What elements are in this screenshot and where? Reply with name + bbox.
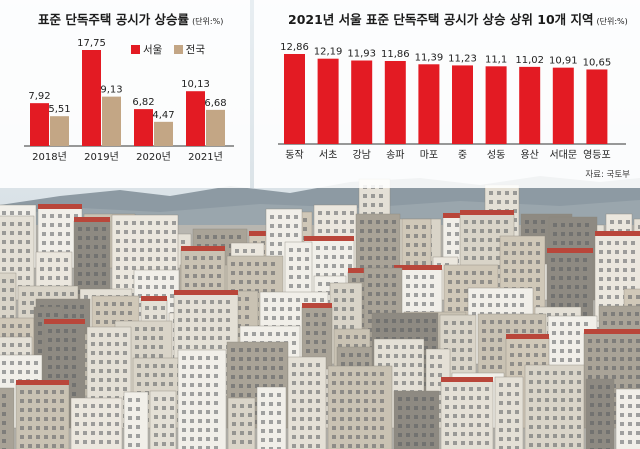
district-value-label-5: 11,23 [448, 53, 477, 64]
legend-swatch-national [173, 45, 183, 54]
bar-district-7 [519, 66, 541, 144]
district-value-label-3: 11,86 [381, 49, 410, 60]
legend-label-seoul: 서울 [143, 44, 163, 56]
right-chart-panel: 2021년 서울 표준 단독주택 공시가 상승 상위 10개 지역 (단위:%) … [254, 0, 640, 188]
district-label-9: 영등포 [583, 149, 611, 161]
bar-seoul-2 [134, 109, 153, 146]
district-label-1: 서초 [319, 149, 337, 161]
left-chart-legend: 서울 전국 [131, 42, 213, 57]
right-chart-title: 2021년 서울 표준 단독주택 공시가 상승 상위 10개 지역 (단위:%) [288, 9, 628, 28]
district-value-label-0: 12,86 [280, 42, 309, 53]
district-label-8: 서대문 [549, 149, 577, 161]
district-value-label-4: 11,39 [415, 52, 444, 63]
bar-district-8 [552, 67, 574, 144]
value-label-national-1: 9,13 [100, 85, 122, 96]
category-label-0: 2018년 [32, 151, 67, 163]
right-bar-chart: 12,86 동작 12,19 서초 11,93 강남 11,86 송파 11,39 마포 11,23… [278, 42, 626, 161]
value-label-seoul-0: 7,92 [28, 91, 50, 102]
district-value-label-9: 10,65 [583, 57, 612, 68]
category-label-2: 2020년 [136, 151, 171, 163]
bar-seoul-3 [186, 91, 205, 146]
district-label-2: 강남 [352, 149, 370, 161]
district-label-3: 송파 [386, 149, 404, 161]
category-label-3: 2021년 [188, 151, 223, 163]
bar-national-0 [50, 116, 69, 146]
building-cluster [0, 178, 640, 449]
district-label-5: 중 [458, 149, 467, 161]
left-chart-unit: (단위:%) [192, 17, 224, 26]
district-value-label-6: 11,1 [485, 54, 507, 65]
value-label-seoul-2: 6,82 [132, 97, 154, 108]
value-label-national-0: 5,51 [48, 104, 70, 115]
value-label-seoul-1: 17,75 [77, 38, 106, 49]
legend-swatch-seoul [131, 45, 140, 54]
left-chart-title-text: 표준 단독주택 공시가 상승률 [38, 12, 190, 27]
bar-district-6 [485, 66, 507, 144]
bar-national-1 [102, 96, 121, 146]
district-label-6: 성동 [487, 149, 505, 161]
value-label-seoul-3: 10,13 [181, 79, 210, 90]
bar-district-0 [284, 54, 305, 144]
value-label-national-3: 6,68 [204, 98, 226, 109]
bar-district-2 [351, 60, 373, 144]
district-label-0: 동작 [285, 149, 303, 161]
bar-district-5 [452, 65, 473, 144]
category-label-1: 2019년 [84, 151, 119, 163]
left-chart-panel: 표준 단독주택 공시가 상승률 (단위:%) 서울 전국 7,92 5,51 2018… [0, 0, 250, 188]
value-label-national-2: 4,47 [152, 110, 174, 121]
bar-district-4 [418, 64, 440, 144]
district-value-label-7: 11,02 [515, 55, 544, 66]
district-value-label-1: 12,19 [314, 47, 343, 58]
left-chart-title: 표준 단독주택 공시가 상승률 (단위:%) [38, 9, 223, 28]
bar-national-2 [154, 121, 173, 146]
legend-item-seoul: 서울 [131, 44, 162, 56]
left-bar-chart: 7,92 5,51 2018년 17,75 9,13 2019년 6,82 4,47 2020년… [24, 38, 234, 163]
bar-national-3 [206, 109, 225, 146]
right-chart-unit: (단위:%) [596, 17, 628, 26]
legend-item-national: 전국 [173, 44, 205, 56]
district-label-7: 용산 [520, 149, 538, 161]
source-note: 자료: 국토부 [585, 170, 630, 180]
bar-district-9 [586, 69, 608, 144]
district-value-label-8: 10,91 [549, 56, 578, 67]
bar-district-3 [384, 60, 406, 144]
bar-seoul-1 [82, 50, 101, 146]
bar-seoul-0 [30, 103, 49, 146]
right-chart-title-text: 2021년 서울 표준 단독주택 공시가 상승 상위 10개 지역 [288, 12, 594, 27]
bar-district-1 [317, 58, 339, 144]
district-label-4: 마포 [420, 149, 438, 161]
district-value-label-2: 11,93 [347, 49, 376, 60]
legend-label-national: 전국 [185, 44, 205, 56]
